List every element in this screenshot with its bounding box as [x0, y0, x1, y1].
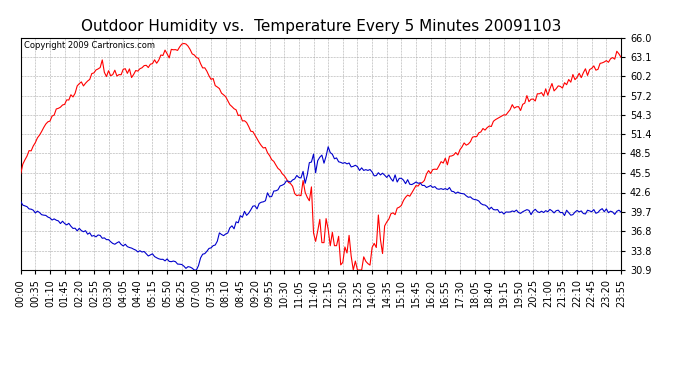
Text: Copyright 2009 Cartronics.com: Copyright 2009 Cartronics.com [23, 41, 155, 50]
Title: Outdoor Humidity vs.  Temperature Every 5 Minutes 20091103: Outdoor Humidity vs. Temperature Every 5… [81, 18, 561, 33]
